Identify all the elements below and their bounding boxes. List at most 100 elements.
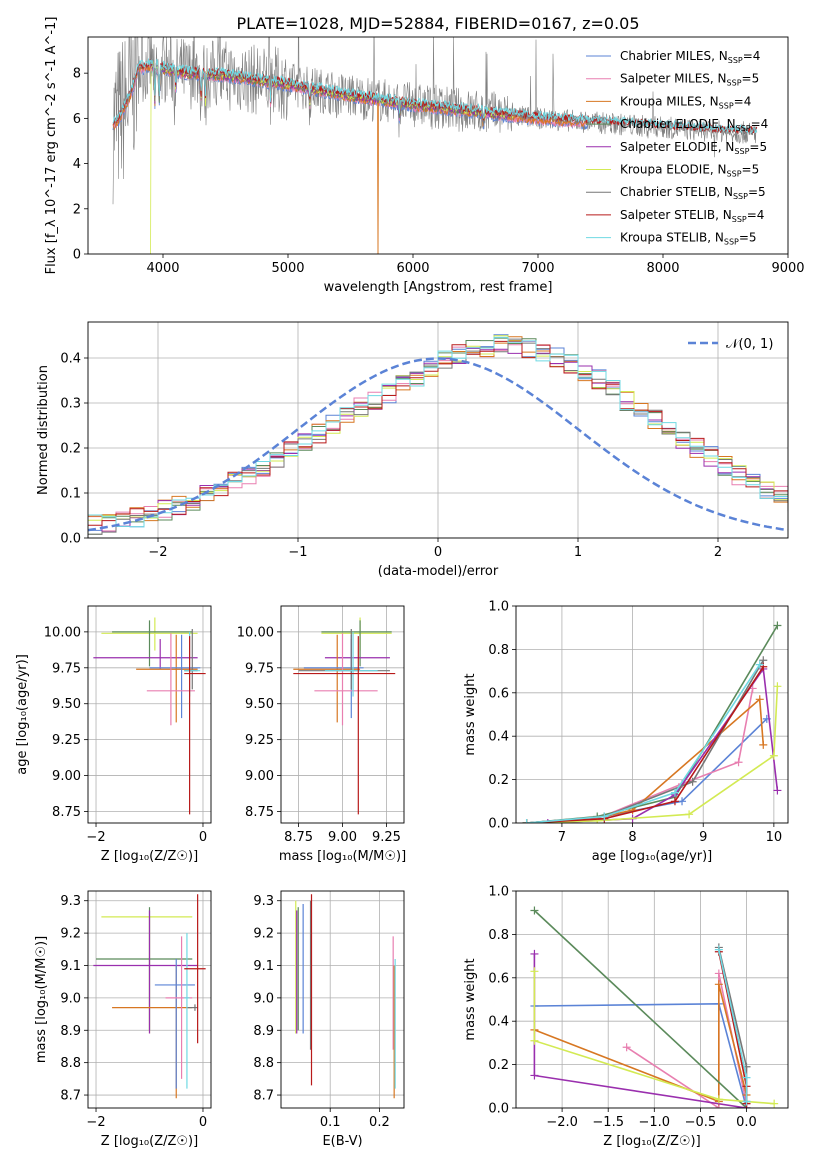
x-tick-label: 2 bbox=[714, 545, 722, 560]
errorbar-salpeter_miles bbox=[314, 633, 378, 726]
x-tick-label: −1 bbox=[288, 545, 307, 560]
legend-label: Salpeter ELODIE, NSSP=5 bbox=[620, 140, 767, 156]
y-tick-label: 2 bbox=[73, 202, 81, 217]
y-tick-label: 9.00 bbox=[245, 769, 274, 784]
y-tick-label: 0.0 bbox=[488, 817, 509, 832]
y-tick-label: 9.2 bbox=[253, 927, 274, 942]
point-marker bbox=[685, 810, 694, 819]
point-marker bbox=[678, 797, 687, 806]
x-tick-label: −1.0 bbox=[639, 1115, 671, 1130]
legend-label: Chabrier ELODIE, NSSP=4 bbox=[620, 117, 768, 133]
y-tick-label: 8.75 bbox=[245, 805, 274, 820]
series-salpeter_elodie bbox=[530, 949, 751, 1108]
x-tick-label: 0.0 bbox=[736, 1115, 757, 1130]
point-marker bbox=[688, 777, 697, 786]
legend-label: Kroupa MILES, NSSP=4 bbox=[620, 94, 751, 110]
y-tick-label: 4 bbox=[73, 157, 81, 172]
errorbar-chabrier_elodie bbox=[96, 907, 193, 1031]
x-axis-label: wavelength [Angstrom, rest frame] bbox=[324, 280, 553, 295]
x-tick-label: 0 bbox=[199, 830, 207, 845]
errorbar-kroupa_miles bbox=[293, 634, 361, 723]
legend-item-chabrier_stelib: Chabrier STELIB, NSSP=5 bbox=[586, 185, 766, 201]
errorbar-salpeter_stelib bbox=[184, 636, 206, 815]
series-salpeter_miles bbox=[622, 969, 751, 1108]
plot-area bbox=[88, 322, 788, 538]
plot-area bbox=[88, 891, 211, 1108]
y-axis-label: Flux [f_λ 10^-17 erg cm^-2 s^-1 A^-1] bbox=[44, 17, 59, 275]
x-tick-label: 9.00 bbox=[328, 830, 357, 845]
x-axis-label: mass [log₁₀(M/M☉)] bbox=[279, 849, 406, 864]
point-marker bbox=[773, 621, 782, 630]
y-tick-label: 9.0 bbox=[253, 991, 274, 1006]
y-tick-label: 0.0 bbox=[60, 532, 81, 547]
series-line bbox=[526, 664, 761, 823]
y-tick-label: 0.2 bbox=[60, 442, 81, 457]
x-tick-label: 9 bbox=[699, 830, 707, 845]
histogram-kroupa_stelib bbox=[88, 336, 788, 528]
errorbar-chabrier_stelib bbox=[298, 628, 390, 690]
x-tick-label: 0 bbox=[199, 1115, 207, 1130]
x-tick-label: 10 bbox=[766, 830, 783, 845]
legend-item-salpeter_miles: Salpeter MILES, NSSP=5 bbox=[586, 72, 759, 88]
point-marker bbox=[742, 1073, 751, 1082]
y-tick-label: 9.0 bbox=[60, 991, 81, 1006]
series-chabrier_elodie bbox=[530, 906, 751, 1108]
legend-label: Chabrier MILES, NSSP=4 bbox=[620, 49, 760, 65]
legend-item-kroupa_elodie: Kroupa ELODIE, NSSP=5 bbox=[586, 163, 759, 179]
point-marker bbox=[530, 949, 539, 958]
x-tick-label: 8.75 bbox=[284, 830, 313, 845]
x-tick-label: −1.5 bbox=[592, 1115, 624, 1130]
y-tick-label: 0.4 bbox=[60, 352, 81, 367]
y-tick-label: 0.4 bbox=[488, 730, 509, 745]
panel-weight_vs_age: 7 8 9 10 0.0 0.2 0.4 0.6 0.8 1.0 age [log₁₀(age/yr… bbox=[463, 600, 789, 864]
panel-age_vs_mass: 8.75 9.00 9.25 8.75 9.00 9.25 9.50 9.75 10.00 mas… bbox=[237, 605, 406, 864]
series-kroupa_stelib bbox=[714, 945, 751, 1106]
errorbar-salpeter_elodie bbox=[93, 910, 198, 1034]
errorbar-salpeter_stelib bbox=[293, 636, 396, 815]
series-line bbox=[533, 953, 747, 1108]
point-marker bbox=[593, 816, 602, 823]
x-axis-label: Z [log₁₀(Z/Z☉)] bbox=[603, 1134, 700, 1149]
legend-item-chabrier_miles: Chabrier MILES, NSSP=4 bbox=[586, 49, 760, 65]
x-tick-label: −2 bbox=[86, 1115, 105, 1130]
x-axis-label: age [log₁₀(age/yr)] bbox=[592, 849, 713, 864]
point-marker bbox=[543, 819, 552, 823]
point-marker bbox=[755, 660, 764, 669]
x-axis-label: E(B-V) bbox=[322, 1134, 362, 1149]
y-axis-label: age [log₁₀(age/yr)] bbox=[15, 654, 30, 775]
series-kroupa_miles bbox=[530, 980, 751, 1106]
legend-label: 𝒩(0, 1) bbox=[726, 337, 773, 352]
x-tick-label: 0.2 bbox=[369, 1115, 390, 1130]
legend: 𝒩(0, 1) bbox=[688, 337, 773, 352]
y-tick-label: 9.50 bbox=[245, 697, 274, 712]
x-tick-label: −2 bbox=[148, 545, 167, 560]
y-tick-label: 9.2 bbox=[60, 927, 81, 942]
y-tick-label: 8.75 bbox=[52, 805, 81, 820]
errorbar-kroupa_miles bbox=[136, 634, 198, 723]
errorbar-salpeter_elodie bbox=[93, 639, 198, 670]
errorbar-chabrier_miles bbox=[303, 634, 364, 719]
legend-item-kroupa_stelib: Kroupa STELIB, NSSP=5 bbox=[586, 231, 757, 247]
y-tick-label: 0.8 bbox=[488, 928, 509, 943]
x-tick-label: −2.0 bbox=[546, 1115, 578, 1130]
plot-area bbox=[112, 37, 758, 254]
x-tick-label: 1 bbox=[574, 545, 582, 560]
errorbar-kroupa_stelib bbox=[184, 933, 190, 1089]
panel-spectrum: 4000 5000 6000 7000 8000 9000 0 2 4 6 8 wavelength … bbox=[44, 17, 805, 295]
point-marker bbox=[773, 682, 782, 691]
axes-frame bbox=[280, 605, 405, 824]
y-tick-label: 10.00 bbox=[44, 625, 81, 640]
y-axis-label: mass [log₁₀(M/M☉)] bbox=[34, 936, 49, 1063]
x-tick-label: −2 bbox=[86, 830, 105, 845]
x-tick-label: 8 bbox=[628, 830, 636, 845]
panel-weight_vs_Z: −2.0 −1.5 −1.0 −0.5 0.0 0.0 0.2 0.4 0.6 0.8 1.0 Z [… bbox=[463, 885, 789, 1149]
y-tick-label: 8.9 bbox=[253, 1024, 274, 1039]
y-tick-label: 1.0 bbox=[488, 600, 509, 615]
y-tick-label: 0.3 bbox=[60, 397, 81, 412]
y-tick-label: 8.8 bbox=[60, 1056, 81, 1071]
point-marker bbox=[670, 797, 679, 806]
y-tick-label: 9.00 bbox=[52, 769, 81, 784]
point-marker bbox=[530, 1036, 539, 1045]
y-tick-label: 9.25 bbox=[245, 733, 274, 748]
point-marker bbox=[670, 788, 679, 797]
